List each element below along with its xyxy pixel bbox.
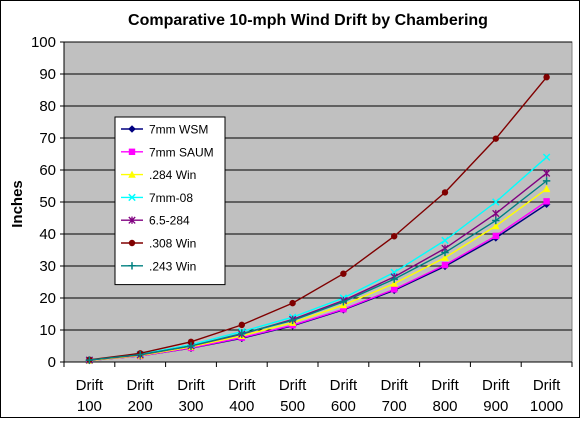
y-tick-label: 40 — [39, 226, 56, 243]
series-line-7mm-08 — [89, 156, 548, 361]
legend-marker-6-5-284 — [128, 216, 136, 224]
y-tick-label: 30 — [39, 258, 56, 275]
legend-label: 6.5-284 — [149, 214, 190, 228]
legend-entry-284-win: .284 Win — [121, 168, 196, 182]
x-tick-label: Drift — [330, 377, 358, 394]
data-point-284-win — [441, 253, 449, 261]
data-point-284-win — [542, 184, 551, 193]
data-point-243-win — [441, 248, 449, 257]
legend-entry-7mm-saum: 7mm SAUM — [121, 145, 214, 159]
data-point-243-win — [85, 356, 94, 364]
data-point-243-win — [238, 329, 246, 338]
data-point-308-win — [238, 321, 245, 329]
y-tick-label: 70 — [39, 130, 56, 147]
plot-area: 0 10 20 30 40 50 60 70 80 90 100 Drift 100 Drift 200 Dr… — [31, 34, 573, 415]
x-tick-label: 700 — [382, 398, 407, 415]
legend-box — [114, 116, 226, 286]
data-point-308-win — [543, 74, 550, 81]
series-line-308-win — [89, 76, 548, 361]
data-point-6-5-284 — [542, 169, 551, 177]
series-243-win — [85, 177, 551, 364]
y-tick-label: 50 — [39, 194, 56, 211]
legend-entry-308-win: .308 Win — [121, 237, 196, 251]
data-point-243-win — [136, 350, 144, 359]
x-tick-label: 400 — [229, 398, 254, 415]
y-axis-label: Inches — [9, 180, 26, 228]
data-point-7mm-08 — [492, 198, 500, 206]
chart-title: Comparative 10-mph Wind Drift by Chamber… — [128, 12, 488, 29]
y-tick-label: 60 — [39, 162, 56, 179]
legend-entry-6-5-284: 6.5-284 — [121, 214, 190, 228]
data-point-7mm-saum — [340, 306, 347, 313]
legend-marker-7mm-08 — [128, 193, 136, 202]
data-point-308-win — [391, 233, 398, 240]
legend-entry-7mm-08: 7mm-08 — [121, 191, 193, 205]
y-tick-label: 0 — [48, 354, 56, 371]
y-tick-label: 100 — [31, 34, 56, 51]
x-tick-label: Drift — [431, 377, 459, 394]
legend-entry-243-win: .243 Win — [121, 259, 196, 273]
data-point-308-win — [340, 270, 347, 277]
legend-label: 7mm-08 — [149, 191, 193, 205]
data-point-308-win — [289, 299, 296, 307]
data-point-308-win — [187, 338, 195, 346]
data-point-7mm-08 — [441, 236, 449, 245]
x-tick-label: 800 — [432, 398, 457, 415]
x-tick-label: Drift — [279, 377, 307, 394]
y-tick-label: 20 — [39, 290, 56, 307]
data-point-284-win — [390, 279, 398, 287]
legend-marker-284-win — [128, 170, 136, 178]
legend-marker-7mm-wsm — [128, 125, 136, 133]
data-point-284-win — [492, 222, 500, 230]
y-tick-label: 80 — [39, 98, 56, 115]
legend-label: 7mm WSM — [149, 123, 208, 137]
data-point-243-win — [542, 177, 551, 185]
series-line-243-win — [89, 180, 548, 361]
data-point-308-win — [441, 189, 449, 196]
legend-marker-7mm-saum — [128, 148, 136, 155]
x-tick-label: 1000 — [530, 398, 563, 415]
data-point-243-win — [187, 342, 195, 350]
x-tick-label: 600 — [331, 398, 356, 415]
data-point-6-5-284 — [492, 209, 500, 218]
x-tick-label: Drift — [533, 377, 561, 394]
data-point-243-win — [390, 275, 398, 283]
legend-label: .308 Win — [149, 237, 196, 251]
data-point-243-win — [288, 316, 297, 325]
x-tick-label: Drift — [76, 377, 104, 394]
legend: 7mm WSM 7mm SAUM .284 Win 7mm-08 6.5-284 .308… — [114, 116, 226, 286]
legend-entry-7mm-wsm: 7mm WSM — [121, 123, 208, 137]
y-tick-label: 10 — [39, 322, 56, 339]
data-point-7mm-saum — [543, 198, 550, 205]
x-tick-label: 500 — [280, 398, 305, 415]
x-tick-label: Drift — [126, 377, 154, 394]
legend-label: .243 Win — [149, 259, 196, 273]
data-point-7mm-saum — [391, 286, 398, 293]
data-point-7mm-saum — [441, 261, 449, 269]
legend-label: 7mm SAUM — [149, 145, 214, 159]
x-tick-label: 200 — [128, 398, 153, 415]
x-tick-label: Drift — [482, 377, 510, 394]
series-line-284-win — [89, 188, 548, 362]
x-tick-label: Drift — [228, 377, 256, 394]
x-tick-label: 900 — [483, 398, 508, 415]
x-tick-label: 300 — [178, 398, 203, 415]
data-point-7mm-08 — [542, 153, 551, 161]
legend-label: .284 Win — [149, 168, 196, 182]
x-tick-label: 100 — [77, 398, 102, 415]
data-point-243-win — [492, 216, 500, 225]
x-tick-label: Drift — [177, 377, 205, 394]
data-point-7mm-saum — [492, 232, 499, 240]
x-tick-label: Drift — [380, 377, 408, 394]
data-point-308-win — [492, 135, 499, 142]
data-point-243-win — [339, 298, 348, 306]
y-tick-label: 90 — [39, 66, 56, 83]
legend-marker-308-win — [128, 239, 136, 247]
legend-marker-243-win — [128, 262, 136, 270]
